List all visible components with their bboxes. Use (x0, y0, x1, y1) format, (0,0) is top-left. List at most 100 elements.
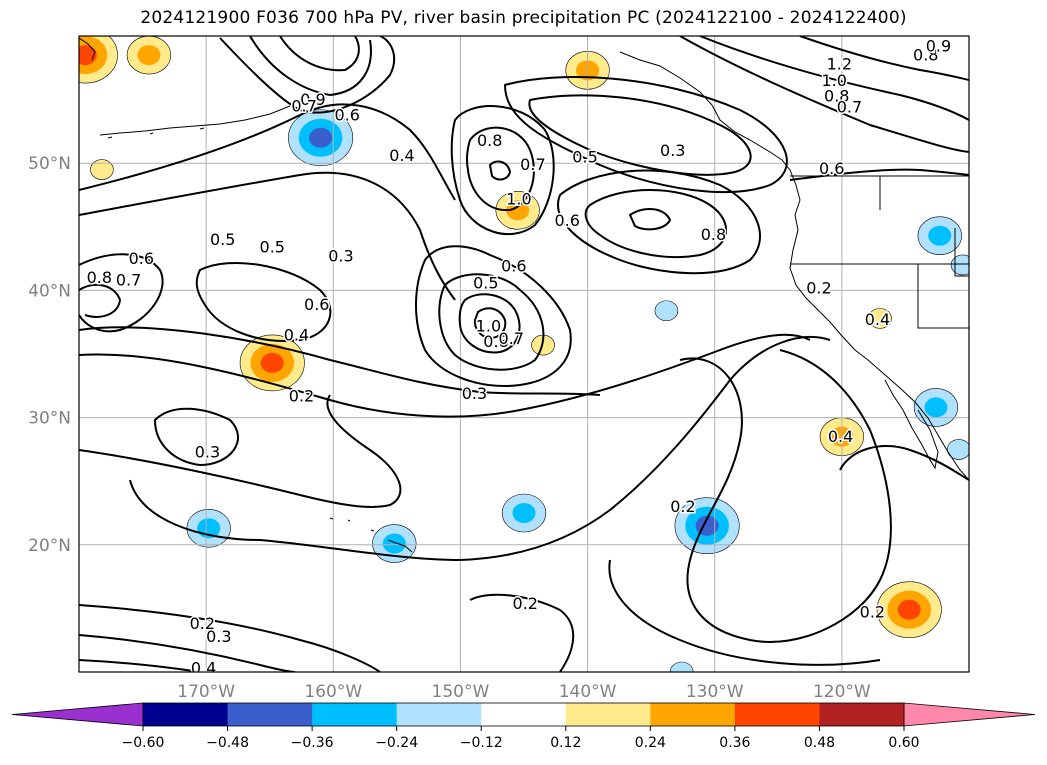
pv-contour (488, 160, 512, 181)
pv-contour-label: 0.6 (129, 249, 154, 268)
colorbar-tick-label: −0.48 (206, 735, 249, 751)
colorbar-bin (396, 703, 482, 726)
pv-contour-label: 0.5 (473, 273, 498, 292)
pv-contour-label: 0.3 (206, 627, 231, 646)
colorbar-bin (312, 703, 398, 726)
pv-contour-labels: 0.90.7 0.60.40.80.7 0.5 0.31.00.60.81.21.00… (85, 36, 953, 678)
pv-contour-label: 0.2 (860, 603, 885, 622)
colorbar-tick-label: 0.36 (719, 735, 750, 751)
pv-contour-label: 0.5 (210, 230, 235, 249)
pv-contour-label: 0.8 (477, 131, 502, 150)
pv-contour-label: 0.6 (501, 257, 526, 276)
pv-contour (473, 307, 507, 340)
pv-contour-label: 0.4 (284, 325, 309, 344)
border-lines (790, 175, 969, 329)
pv-contours (79, 36, 969, 672)
precip-anomaly-patch (928, 225, 952, 246)
colorbar-tick-label: −0.24 (375, 735, 418, 751)
colorbar-outline (142, 702, 905, 727)
pv-contour (79, 103, 456, 201)
colorbar-extend-low (11, 702, 144, 727)
lat-tick-label: 30°N (28, 409, 71, 429)
pv-contour-label: 0.4 (828, 427, 853, 446)
pv-contour (469, 593, 575, 672)
lon-tick-label: 170°W (177, 682, 235, 702)
pv-contour-label: 0.6 (335, 105, 360, 124)
colorbar-tick-label: −0.36 (291, 735, 334, 751)
pv-contour-label: 0.4 (389, 146, 414, 165)
pv-contour (679, 36, 969, 153)
pv-contour (79, 333, 811, 418)
precip-anomaly-patch (382, 533, 406, 554)
pv-contour (79, 634, 296, 672)
pv-contour-label: 0.2 (806, 278, 831, 297)
pv-contour-label: 0.3 (462, 384, 487, 403)
pv-contour (799, 36, 969, 81)
pv-contour (679, 349, 892, 643)
pv-contour (465, 126, 535, 212)
colorbar-tick-label: −0.12 (460, 735, 503, 751)
lon-tick-label: 130°W (686, 682, 744, 702)
pv-contour-label: 0.9 (300, 90, 325, 109)
pv-contour (279, 36, 360, 72)
precip-anomaly-patch (512, 503, 536, 523)
pv-contour (584, 189, 727, 259)
pv-contour-label: 0.7 (291, 96, 316, 115)
colorbar-tick-label: 0.48 (804, 735, 835, 751)
pv-contour-label: 0.7 (520, 155, 545, 174)
pv-contour (557, 169, 761, 275)
latitude-labels: 20°N 30°N 40°N 50°N (28, 154, 71, 556)
pv-contour-label: 0.9 (926, 37, 951, 56)
pv-contour (79, 326, 601, 396)
pv-contour (153, 407, 240, 467)
pv-contour (839, 445, 969, 481)
pv-contour (79, 394, 402, 508)
precip-anomaly-patch (669, 661, 694, 672)
pv-contour-label: 0.2 (513, 594, 538, 613)
pv-contour (458, 293, 521, 354)
pv-contour-label: 0.5 (572, 147, 597, 166)
precip-anomaly-patch (90, 159, 114, 180)
pv-contour (195, 261, 332, 342)
lon-tick-label: 150°W (432, 682, 490, 702)
pv-contour-label: 0.8 (824, 86, 849, 105)
colorbar-tick-label: 0.24 (635, 735, 666, 751)
pv-contour (79, 659, 201, 672)
pv-contour (528, 94, 752, 176)
us-west-coast (789, 229, 969, 481)
pv-contour (503, 76, 788, 193)
colorbar-bin (481, 703, 567, 726)
lon-tick-label: 160°W (304, 682, 362, 702)
pv-contour-label: 0.8 (701, 225, 726, 244)
longitude-labels: 170°W 160°W 150°W 140°W 130°W 120°W (177, 682, 871, 702)
precip-anomaly-patch (924, 397, 948, 418)
precip-anomaly-patch (897, 599, 921, 620)
chart-title: 2024121900 F036 700 hPa PV, river basin … (140, 8, 907, 28)
pv-contour (79, 283, 122, 318)
pv-contour-label: 0.7 (116, 271, 141, 290)
pv-contour-label: 0.4 (191, 659, 216, 678)
colorbar-tick-label: 0.60 (888, 735, 919, 751)
pv-contour (79, 253, 164, 333)
precip-anomaly-patch (506, 200, 530, 221)
aleutian-islands (99, 105, 291, 139)
pv-contour (219, 36, 396, 114)
colorbar-extend-high (903, 702, 1036, 727)
pv-contour (79, 604, 381, 672)
pv-contour-label: 0.2 (190, 614, 215, 633)
precip-anomaly-patch (947, 439, 969, 460)
lat-tick-label: 40°N (28, 281, 71, 301)
pv-contour-label: 0.2 (289, 386, 314, 405)
precip-anomaly-patch (260, 352, 284, 373)
precip-anomaly-patch (868, 308, 892, 329)
pv-contour-label: 0.7 (499, 329, 524, 348)
precip-anomaly-patch (309, 127, 333, 148)
pv-contour (789, 168, 969, 181)
kamchatka-tip (79, 37, 96, 61)
colorbar-bin (819, 703, 905, 726)
pv-contour-label: 0.6 (819, 159, 844, 178)
baja-peninsula (884, 379, 939, 470)
pv-contour (450, 105, 555, 235)
precip-anomaly-patch (137, 45, 161, 66)
